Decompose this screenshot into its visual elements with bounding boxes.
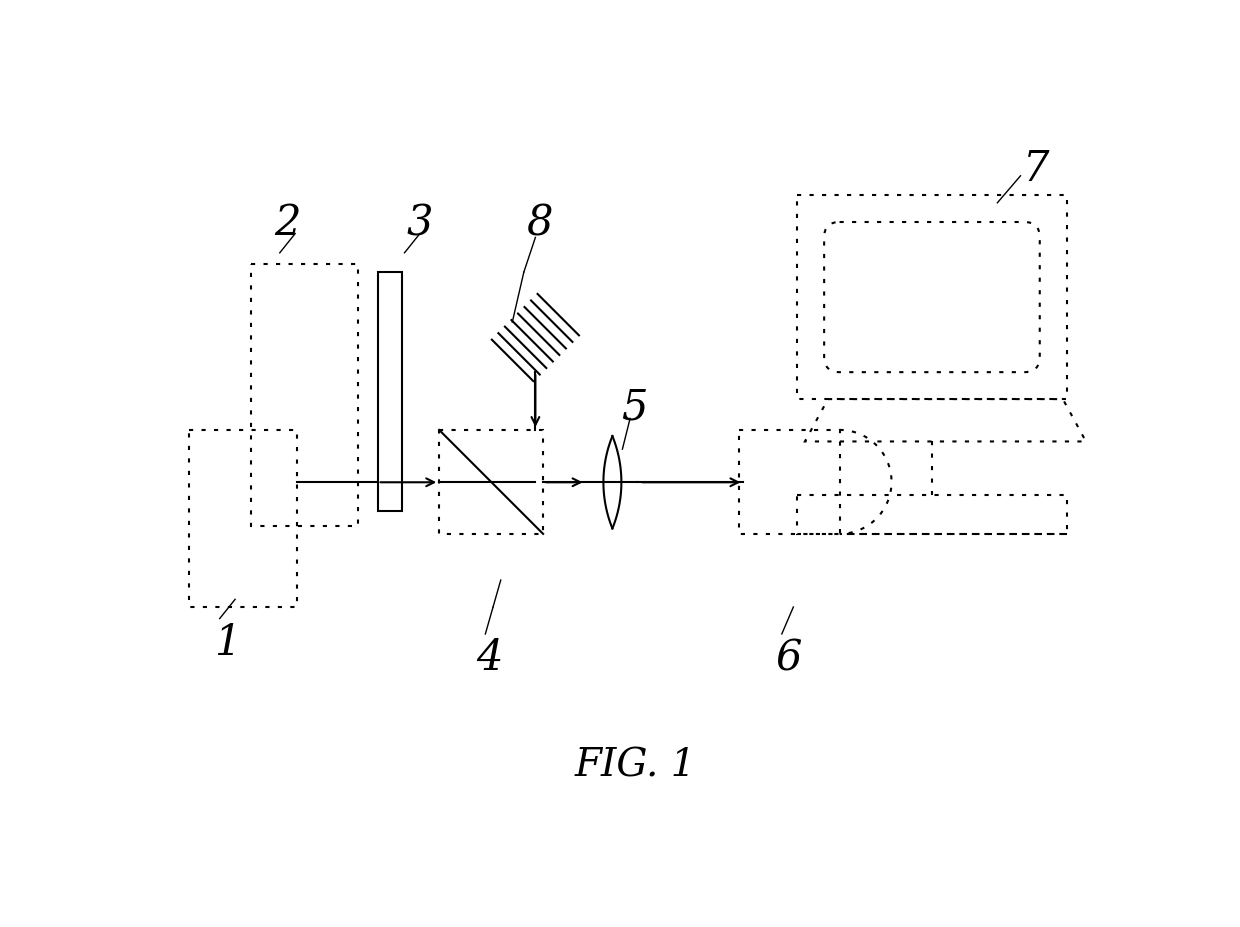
Text: 4: 4 [476,636,502,679]
Bar [377,273,402,511]
Bar [797,196,1066,400]
Text: 7: 7 [1023,148,1049,190]
Bar [739,430,839,534]
Bar [797,496,1066,534]
Text: 2: 2 [274,202,301,244]
Text: 1: 1 [215,621,241,663]
Text: 8: 8 [526,202,553,244]
Text: 6: 6 [776,636,802,679]
Bar [439,430,543,534]
Bar [250,265,358,527]
Text: FIG. 1: FIG. 1 [575,746,696,783]
Bar [188,430,296,607]
Text: 5: 5 [621,387,647,428]
Text: 3: 3 [407,202,433,244]
